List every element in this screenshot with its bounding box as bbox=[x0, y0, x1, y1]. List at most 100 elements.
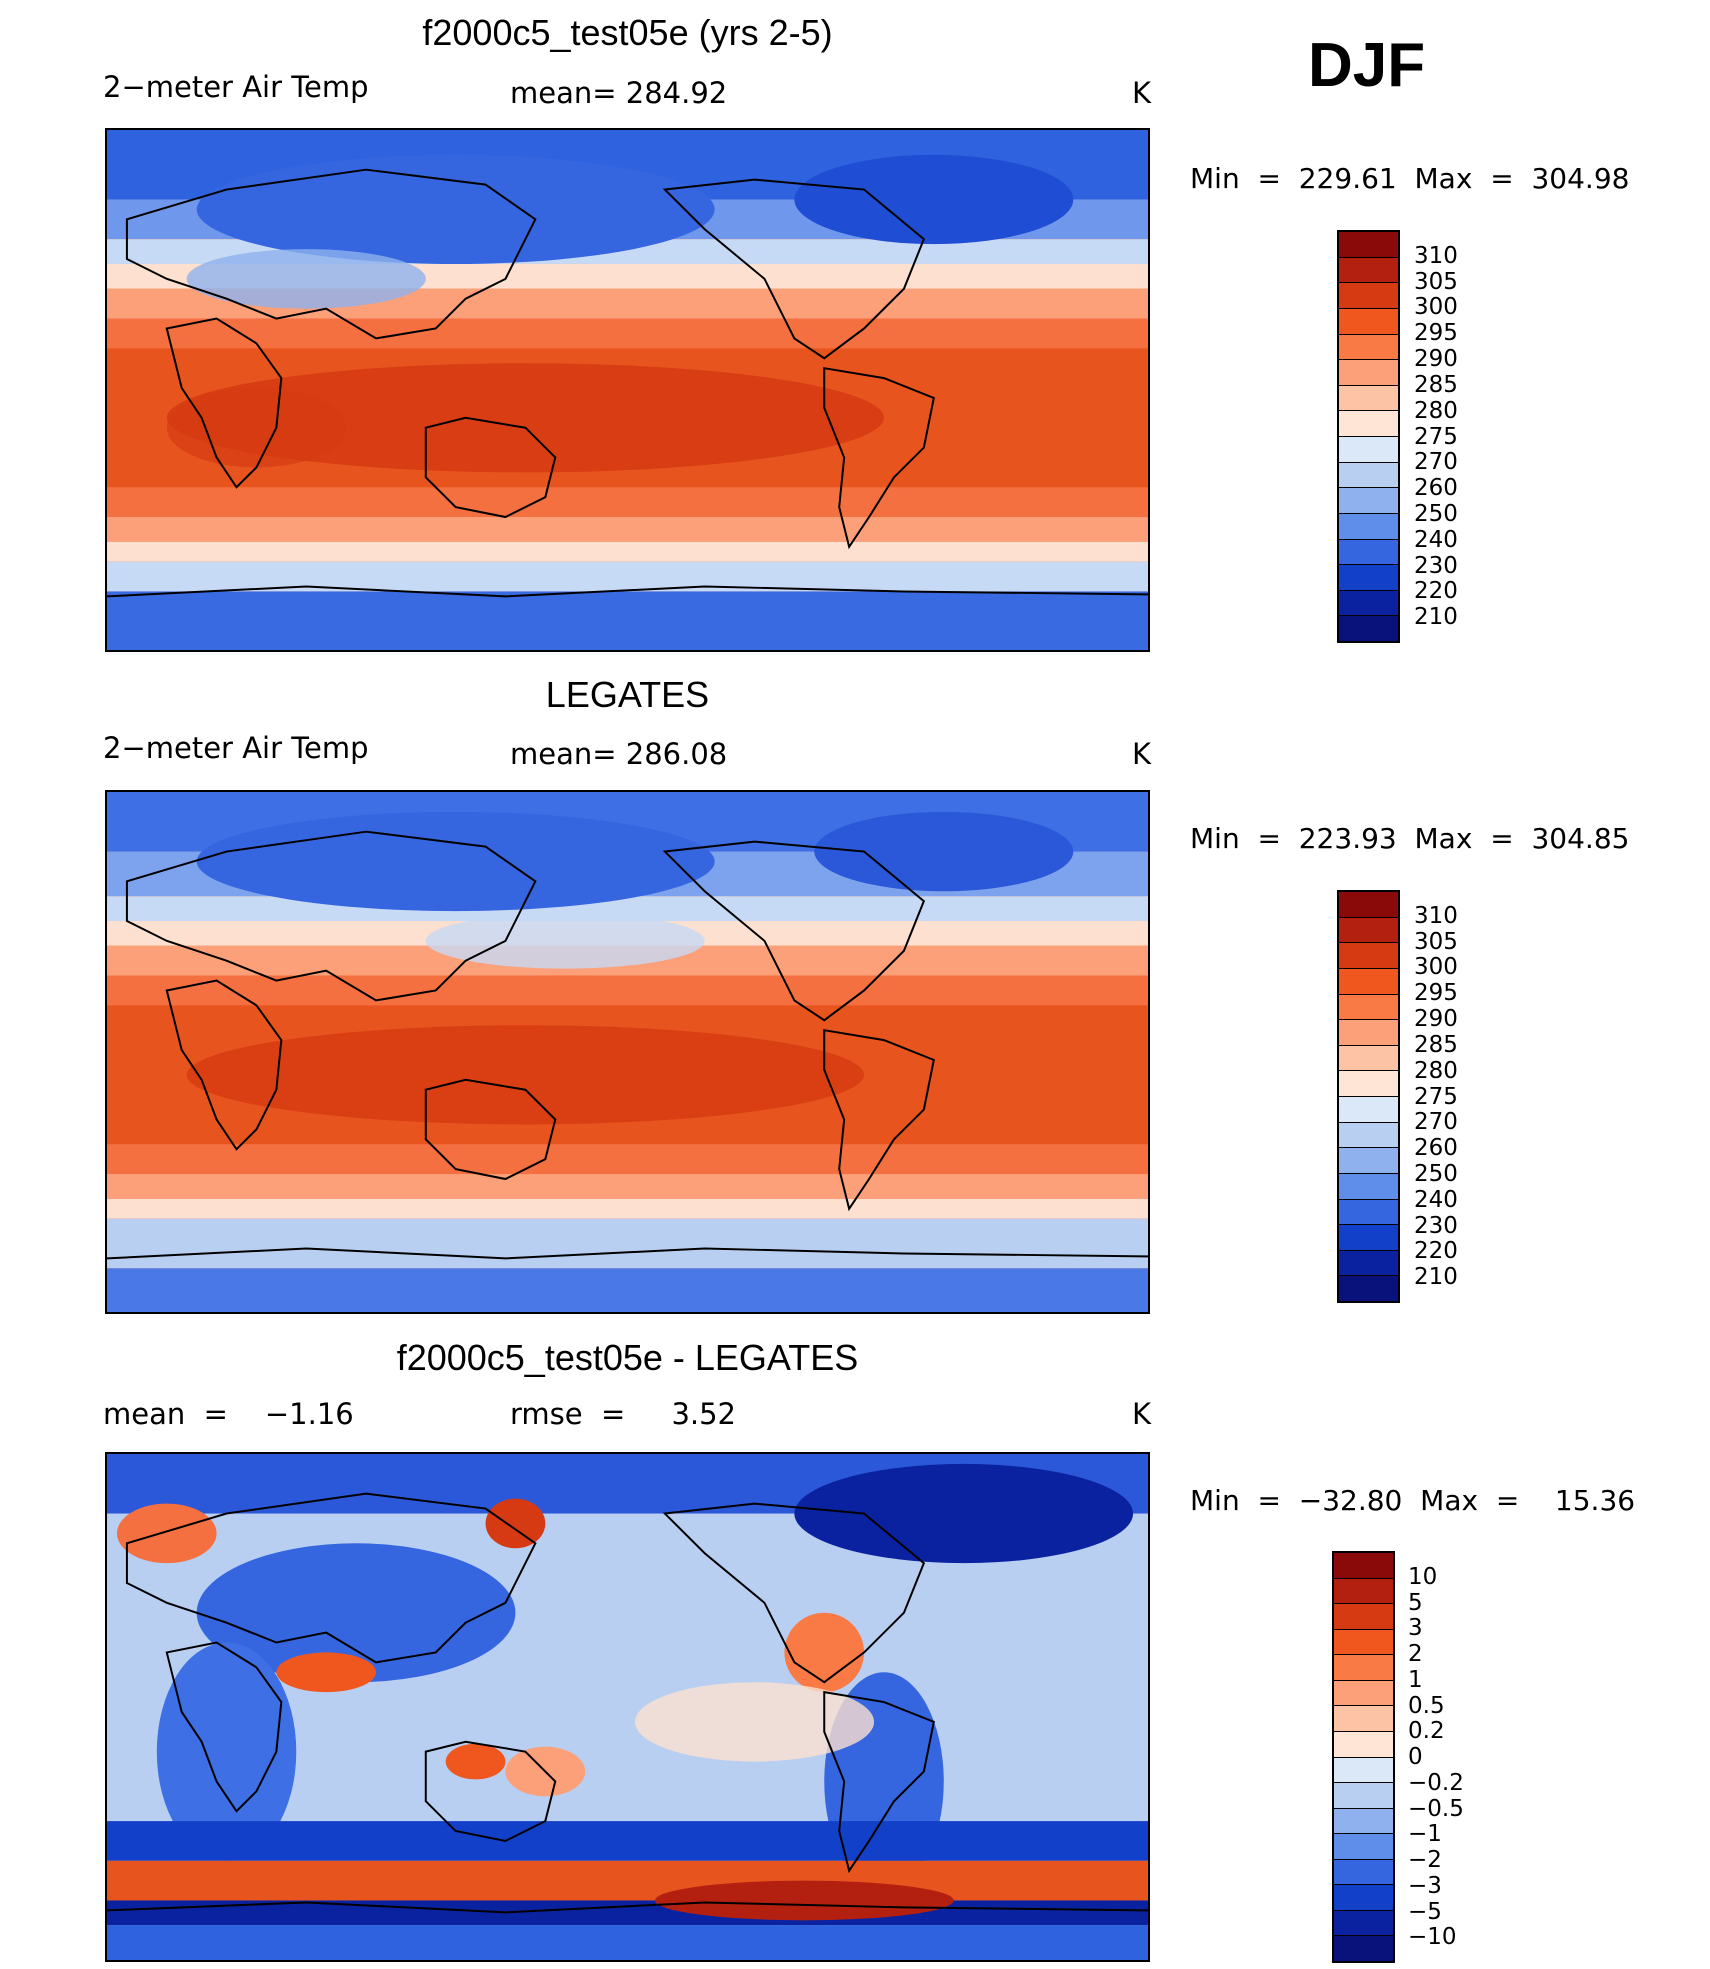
colorbar-swatch bbox=[1334, 1859, 1393, 1886]
colorbar-swatch bbox=[1339, 232, 1398, 258]
colorbar-tick-label: −5 bbox=[1408, 1898, 1442, 1925]
colorbar-tick-label: 305 bbox=[1414, 268, 1458, 295]
colorbar-tick-label: 285 bbox=[1414, 371, 1458, 398]
colorbar-tick-label: 275 bbox=[1414, 1083, 1458, 1110]
colorbar-tick-label: 0 bbox=[1408, 1744, 1423, 1770]
panel-2-colorbar bbox=[1337, 890, 1400, 1303]
colorbar-tick-label: 275 bbox=[1414, 423, 1458, 450]
colorbar-tick-label: 240 bbox=[1414, 1186, 1458, 1213]
colorbar-tick-label: 270 bbox=[1414, 449, 1458, 476]
colorbar-swatch bbox=[1339, 590, 1398, 617]
colorbar-tick-label: 0.2 bbox=[1408, 1718, 1445, 1745]
colorbar-swatch bbox=[1334, 1731, 1393, 1758]
panel-2-minmax: Min = 223.93 Max = 304.85 bbox=[1190, 822, 1630, 855]
panel-3-title: f2000c5_test05e - LEGATES bbox=[396, 1337, 859, 1378]
colorbar-swatch bbox=[1334, 1578, 1393, 1605]
colorbar-swatch bbox=[1339, 308, 1398, 335]
panel-2-colorbar-labels: 310 305 300 295 290 285 280 275 270 260 250 240 230 2… bbox=[1414, 890, 1504, 1303]
panel-2-map bbox=[105, 790, 1150, 1314]
colorbar-swatch bbox=[1334, 1706, 1393, 1732]
colorbar-tick-label: 310 bbox=[1414, 902, 1458, 929]
colorbar-swatch bbox=[1339, 565, 1398, 591]
colorbar-swatch bbox=[1339, 437, 1398, 463]
colorbar-swatch bbox=[1334, 1680, 1393, 1707]
colorbar-tick-label: −1 bbox=[1408, 1821, 1442, 1848]
colorbar-tick-label: 230 bbox=[1414, 552, 1458, 579]
colorbar-swatch bbox=[1339, 892, 1398, 918]
colorbar-swatch bbox=[1339, 539, 1398, 566]
colorbar-tick-label: 5 bbox=[1408, 1589, 1423, 1616]
colorbar-swatch bbox=[1339, 968, 1398, 995]
colorbar-swatch bbox=[1334, 1910, 1393, 1937]
colorbar-swatch bbox=[1339, 1045, 1398, 1072]
panel-2-units: K bbox=[1132, 737, 1152, 771]
colorbar-swatch bbox=[1334, 1655, 1393, 1681]
colorbar-tick-label: 270 bbox=[1414, 1109, 1458, 1136]
colorbar-swatch bbox=[1339, 1148, 1398, 1174]
colorbar-tick-label: 295 bbox=[1414, 980, 1458, 1007]
colorbar-swatch bbox=[1334, 1604, 1393, 1630]
panel-2-title: LEGATES bbox=[545, 674, 710, 715]
colorbar-tick-label: 280 bbox=[1414, 397, 1458, 424]
colorbar-swatch bbox=[1339, 1071, 1398, 1097]
colorbar-swatch bbox=[1339, 488, 1398, 514]
panel-3-colorbar-labels: 10 5 3 2 1 0.5 0.2 0 −0.2 −0.5 −1 −2 −3 −5 −10 bbox=[1408, 1551, 1508, 1963]
colorbar-tick-label: 300 bbox=[1414, 294, 1458, 321]
colorbar-swatch bbox=[1334, 1629, 1393, 1656]
colorbar-tick-label: 290 bbox=[1414, 1006, 1458, 1033]
colorbar-tick-label: 220 bbox=[1414, 578, 1458, 605]
colorbar-swatch bbox=[1339, 1020, 1398, 1046]
colorbar-tick-label: 220 bbox=[1414, 1238, 1458, 1265]
colorbar-tick-label: 230 bbox=[1414, 1212, 1458, 1239]
panel-2-mean: mean= 286.08 bbox=[510, 737, 728, 771]
colorbar-tick-label: −10 bbox=[1408, 1924, 1457, 1951]
colorbar-swatch bbox=[1339, 1199, 1398, 1226]
season-label: DJF bbox=[1308, 31, 1426, 100]
colorbar-tick-label: 210 bbox=[1414, 604, 1458, 631]
panel-2-map-svg bbox=[107, 792, 1148, 1312]
colorbar-tick-label: 310 bbox=[1414, 242, 1458, 269]
colorbar-swatch bbox=[1334, 1757, 1393, 1784]
colorbar-swatch bbox=[1339, 360, 1398, 386]
colorbar-swatch bbox=[1339, 1122, 1398, 1149]
colorbar-tick-label: 240 bbox=[1414, 526, 1458, 553]
colorbar-swatch bbox=[1334, 1808, 1393, 1835]
panel-3-colorbar bbox=[1332, 1551, 1395, 1963]
panel-3-rmse: rmse = 3.52 bbox=[510, 1397, 737, 1431]
panel-1-variable: 2−meter Air Temp bbox=[103, 70, 369, 104]
panel-1-units: K bbox=[1132, 76, 1152, 110]
colorbar-tick-label: 10 bbox=[1408, 1563, 1438, 1590]
colorbar-tick-label: 295 bbox=[1414, 320, 1458, 347]
panel-3-units: K bbox=[1132, 1397, 1152, 1431]
colorbar-tick-label: 260 bbox=[1414, 1135, 1458, 1162]
colorbar-tick-label: 285 bbox=[1414, 1031, 1458, 1058]
colorbar-swatch bbox=[1334, 1783, 1393, 1809]
panel-1-colorbar-labels: 310 305 300 295 290 285 280 275 270 260 250 240 230 2… bbox=[1414, 230, 1504, 643]
colorbar-swatch bbox=[1339, 1276, 1398, 1301]
colorbar-swatch bbox=[1339, 411, 1398, 437]
colorbar-tick-label: 290 bbox=[1414, 346, 1458, 373]
panel-3-map-svg bbox=[107, 1454, 1148, 1960]
panel-1-minmax: Min = 229.61 Max = 304.98 bbox=[1190, 162, 1630, 195]
panel-3-minmax: Min = −32.80 Max = 15.36 bbox=[1190, 1484, 1636, 1517]
colorbar-swatch bbox=[1339, 943, 1398, 969]
colorbar-swatch bbox=[1339, 257, 1398, 284]
colorbar-swatch bbox=[1339, 917, 1398, 944]
colorbar-swatch bbox=[1339, 1173, 1398, 1200]
colorbar-swatch bbox=[1339, 513, 1398, 540]
colorbar-tick-label: 260 bbox=[1414, 475, 1458, 502]
colorbar-tick-label: −3 bbox=[1408, 1872, 1442, 1899]
colorbar-swatch bbox=[1339, 334, 1398, 361]
colorbar-tick-label: 305 bbox=[1414, 928, 1458, 955]
colorbar-swatch bbox=[1339, 1250, 1398, 1277]
colorbar-tick-label: −0.5 bbox=[1408, 1795, 1464, 1822]
panel-1-colorbar bbox=[1337, 230, 1400, 643]
panel-1-mean: mean= 284.92 bbox=[510, 76, 728, 110]
panel-3-mean: mean = −1.16 bbox=[103, 1397, 354, 1431]
panel-2-variable: 2−meter Air Temp bbox=[103, 731, 369, 765]
colorbar-tick-label: 250 bbox=[1414, 1160, 1458, 1187]
colorbar-swatch bbox=[1339, 1225, 1398, 1251]
colorbar-swatch bbox=[1339, 283, 1398, 309]
colorbar-swatch bbox=[1339, 462, 1398, 489]
colorbar-tick-label: 210 bbox=[1414, 1264, 1458, 1291]
